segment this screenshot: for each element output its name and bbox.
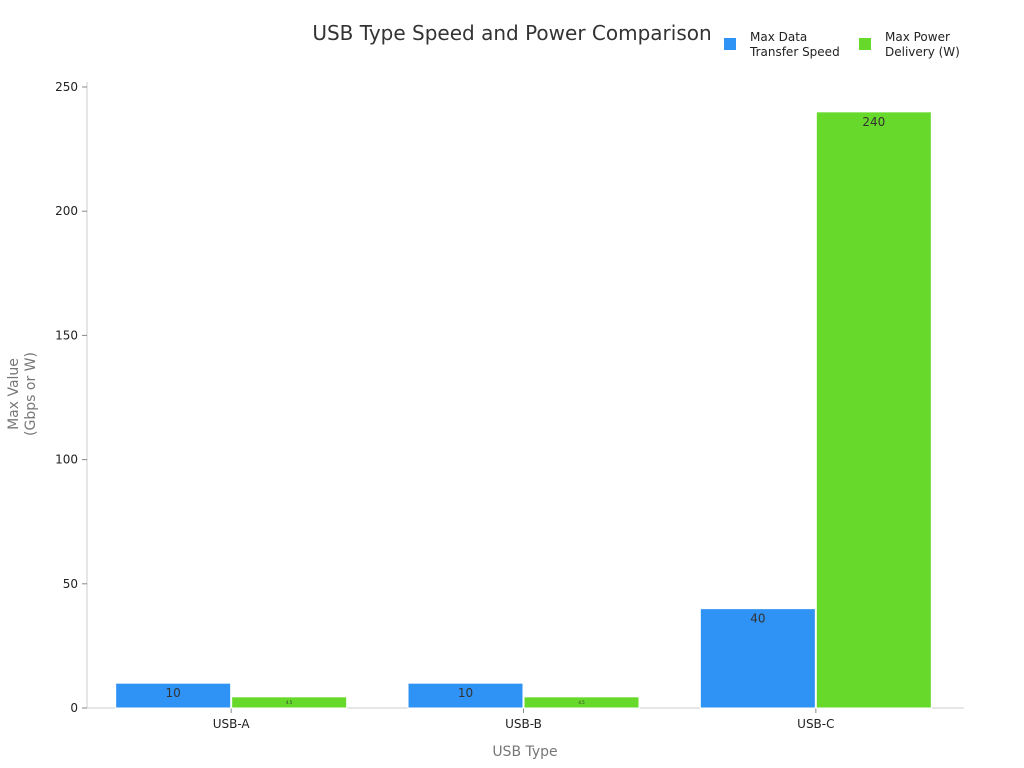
y-tick-label: 50 — [63, 577, 78, 591]
legend-swatch — [859, 38, 871, 50]
bar — [231, 696, 348, 709]
legend-label: Delivery (W) — [885, 45, 960, 59]
bar-value-label: 10 — [166, 686, 181, 700]
y-axis-title-line: Max Value — [6, 358, 22, 430]
bar — [523, 696, 640, 709]
bar — [115, 682, 232, 709]
bar — [699, 608, 816, 709]
x-axis-title: USB Type — [492, 744, 557, 760]
bar — [815, 111, 932, 709]
y-tick-label: 150 — [55, 328, 78, 342]
bar-value-label: 40 — [750, 612, 765, 626]
x-tick-label: USB-B — [505, 717, 542, 731]
y-tick-label: 0 — [70, 701, 78, 715]
x-tick-label: USB-A — [213, 717, 251, 731]
chart-title: USB Type Speed and Power Comparison — [312, 21, 711, 45]
bar-value-label: 10 — [458, 686, 473, 700]
y-axis-title: Max Value (Gbps or W) — [6, 352, 39, 436]
y-axis: 0 50 100 150 200 250 — [55, 80, 88, 715]
y-axis-title-line: (Gbps or W) — [23, 352, 39, 436]
legend-label: Max Data — [750, 30, 807, 44]
y-tick-label: 100 — [55, 453, 78, 467]
legend-swatch — [724, 38, 736, 50]
bar-value-label: 4.5 — [578, 700, 585, 705]
x-axis: USB-A USB-B USB-C — [87, 707, 964, 731]
y-tick-label: 200 — [55, 204, 78, 218]
bars: 10 4.5 10 4.5 40 240 — [115, 111, 932, 709]
legend-label: Max Power — [885, 30, 950, 44]
y-tick-label: 250 — [55, 80, 78, 94]
bar-value-label: 4.5 — [286, 700, 293, 705]
legend-label: Transfer Speed — [749, 45, 840, 59]
bar — [407, 682, 524, 709]
bar-value-label: 240 — [862, 115, 885, 129]
x-tick-label: USB-C — [797, 717, 834, 731]
